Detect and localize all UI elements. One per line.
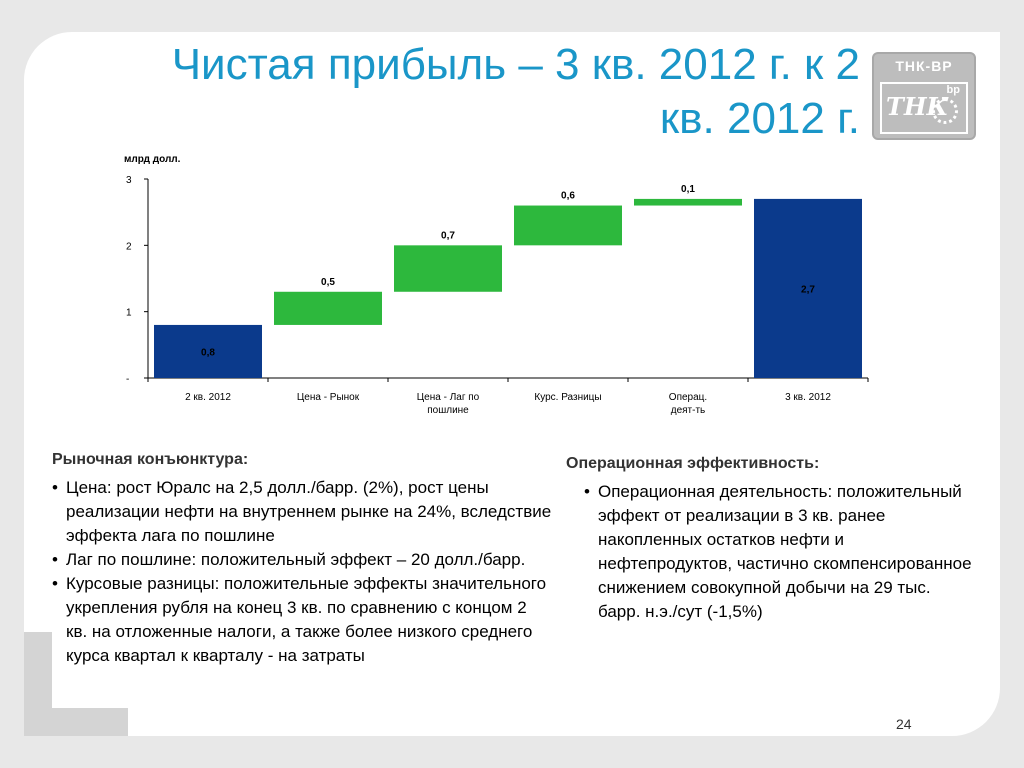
y-axis-label: млрд долл.: [124, 154, 181, 165]
list-item: Курсовые разницы: положительные эффекты …: [52, 572, 552, 668]
x-tick-label: Цена - Лаг по: [417, 392, 480, 403]
delta-bar: [634, 198, 742, 206]
y-tick-label: 1: [126, 308, 132, 319]
bp-sun-icon: [932, 98, 958, 124]
company-logo: ТНК-ВР ТНК bp: [872, 52, 976, 140]
data-label: 0,1: [681, 184, 695, 195]
x-tick-label: 2 кв. 2012: [185, 392, 231, 403]
x-tick-label: Курс. Разницы: [534, 392, 601, 403]
waterfall-chart: млрд долл. - 1 2 3 0,8 2 кв. 2012 0,5 Цена - Рын…: [124, 154, 869, 416]
operational-efficiency-block: Операционная эффективность: Операционная…: [566, 452, 974, 624]
x-tick-label: 3 кв. 2012: [785, 392, 831, 403]
delta-bar: [514, 205, 622, 246]
market-conditions-heading: Рыночная конъюнктура:: [52, 451, 249, 468]
operational-efficiency-heading: Операционная эффективность:: [566, 455, 820, 472]
data-label: 2,7: [801, 284, 815, 295]
market-conditions-block: Рыночная конъюнктура: Цена: рост Юралс н…: [52, 448, 552, 668]
operational-efficiency-list: Операционная деятельность: положительный…: [566, 480, 974, 624]
delta-bar: [394, 245, 502, 292]
x-tick-label: деят-ть: [671, 405, 706, 416]
total-bar: [154, 324, 262, 378]
data-label: 0,5: [321, 277, 335, 288]
data-label: 0,7: [441, 230, 455, 241]
list-item: Цена: рост Юралс на 2,5 долл./барр. (2%)…: [52, 476, 552, 548]
y-tick-label: 2: [126, 241, 132, 252]
y-tick-label: -: [126, 374, 129, 385]
list-item: Лаг по пошлине: положительный эффект – 2…: [52, 548, 552, 572]
data-label: 0,6: [561, 191, 575, 202]
data-label: 0,8: [201, 347, 215, 358]
delta-bar: [274, 291, 382, 325]
slide-title: Чистая прибыль – 3 кв. 2012 г. к 2 кв. 2…: [171, 40, 860, 143]
logo-brand-text: ТНК-ВР: [895, 58, 953, 74]
x-tick-label: Операц.: [669, 392, 707, 403]
y-tick-label: 3: [126, 175, 132, 186]
page-number: 24: [896, 716, 912, 732]
logo-bp-text: bp: [946, 84, 960, 96]
list-item: Операционная деятельность: положительный…: [584, 480, 974, 624]
total-bar: [754, 198, 862, 378]
logo-emblem: ТНК bp: [880, 82, 968, 134]
x-tick-label: Цена - Рынок: [297, 392, 360, 403]
market-conditions-list: Цена: рост Юралс на 2,5 долл./барр. (2%)…: [52, 476, 552, 668]
x-tick-label: пошлине: [427, 405, 469, 416]
